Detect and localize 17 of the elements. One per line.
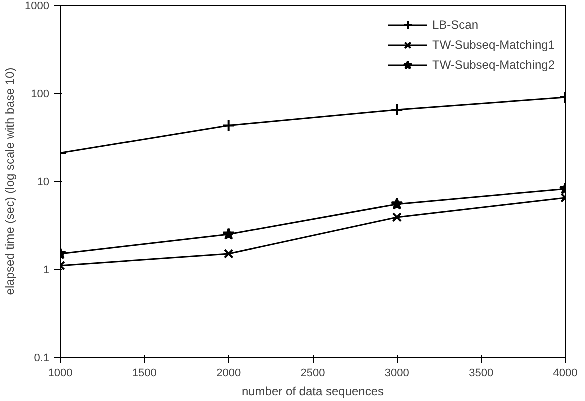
y-tick-label: 0.1 — [34, 352, 50, 364]
x-tick-label: 3500 — [469, 368, 494, 380]
legend-label: LB-Scan — [432, 18, 479, 32]
x-tick-label: 2000 — [216, 368, 242, 380]
y-tick-label: 1000 — [25, 0, 50, 12]
x-axis-title: number of data sequences — [242, 384, 384, 398]
y-tick-label: 100 — [31, 88, 50, 100]
legend-label: TW-Subseq-Matching1 — [432, 38, 555, 52]
legend-label: TW-Subseq-Matching2 — [432, 58, 555, 72]
x-tick-label: 1500 — [132, 368, 157, 380]
y-tick-label: 1 — [43, 264, 50, 276]
x-tick-label: 1000 — [48, 368, 73, 380]
y-axis-title: elapsed time (sec) (log scale with base 10) — [3, 68, 18, 296]
x-tick-label: 4000 — [553, 368, 578, 380]
y-tick-label: 10 — [37, 176, 50, 188]
x-tick-label: 3000 — [384, 368, 410, 380]
x-tick-label: 2500 — [300, 368, 326, 380]
